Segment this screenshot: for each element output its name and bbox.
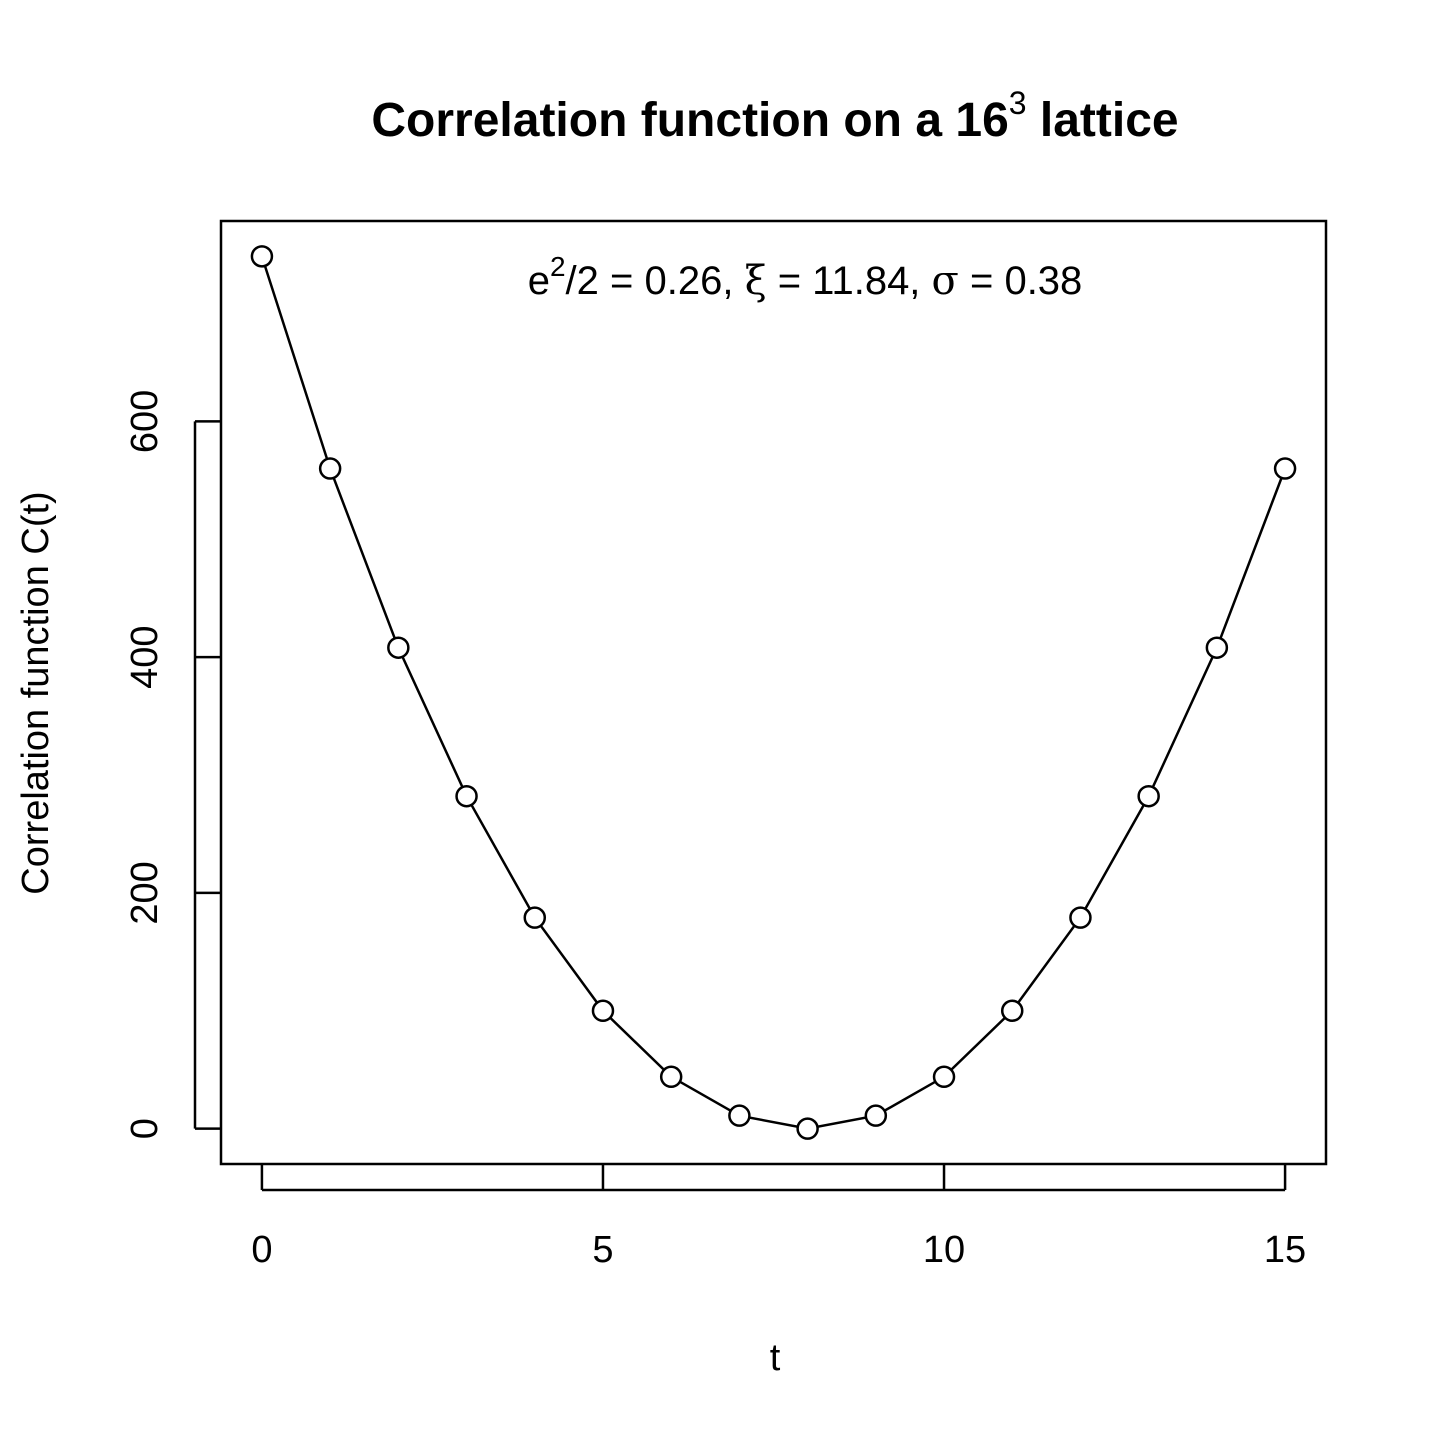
annot-e-superscript: 2 (550, 251, 566, 282)
x-axis: 0 5 10 15 (251, 1164, 1306, 1271)
annot-part-3: = 0.38 (959, 259, 1082, 303)
x-tick-label: 15 (1264, 1229, 1306, 1271)
chart-title-suffix: lattice (1027, 94, 1179, 147)
x-tick-label: 0 (251, 1229, 272, 1271)
chart-title: Correlation function on a 163 lattice (371, 85, 1178, 147)
y-axis-label: Correlation function C(t) (15, 491, 57, 894)
y-tick-label: 200 (124, 861, 166, 924)
plot-frame (219, 219, 1328, 1166)
y-axis: 0 200 400 600 (124, 390, 221, 1139)
data-point-marker (728, 1104, 751, 1127)
data-point-marker (1205, 636, 1229, 659)
series-group (250, 245, 1297, 1140)
data-point-marker (1000, 999, 1024, 1023)
data-point-marker (1069, 906, 1092, 929)
chart-title-main: Correlation function on a 16 (371, 94, 1008, 147)
data-point-marker (591, 999, 615, 1023)
annot-e: e (528, 259, 550, 303)
data-point-marker (1273, 457, 1297, 480)
annot-part-1: /2 = 0.26, (566, 259, 745, 303)
data-point-marker (864, 1104, 888, 1127)
data-point-marker (250, 245, 274, 268)
x-axis-label: t (770, 1337, 781, 1379)
data-point-marker (659, 1065, 683, 1089)
x-tick-label: 5 (592, 1229, 613, 1271)
x-tick-label: 10 (923, 1229, 965, 1271)
data-point-marker (455, 784, 478, 808)
data-point-marker (796, 1117, 819, 1140)
data-point-marker (387, 636, 410, 659)
y-tick-label: 0 (124, 1118, 166, 1139)
data-point-marker (932, 1065, 956, 1089)
data-point-marker (1137, 784, 1160, 808)
series-line (260, 256, 1287, 1130)
data-point-marker (523, 906, 547, 929)
fit-parameters-annotation: e2/2 = 0.26, ξ = 11.84, σ = 0.38 (528, 251, 1083, 304)
chart-title-superscript: 3 (1009, 85, 1027, 121)
annot-part-2: = 11.84, (767, 259, 932, 303)
y-tick-label: 600 (124, 390, 166, 453)
annot-sigma: σ (932, 258, 959, 304)
annot-xi: ξ (745, 258, 767, 304)
y-tick-label: 400 (124, 625, 166, 688)
data-point-marker (318, 457, 342, 480)
